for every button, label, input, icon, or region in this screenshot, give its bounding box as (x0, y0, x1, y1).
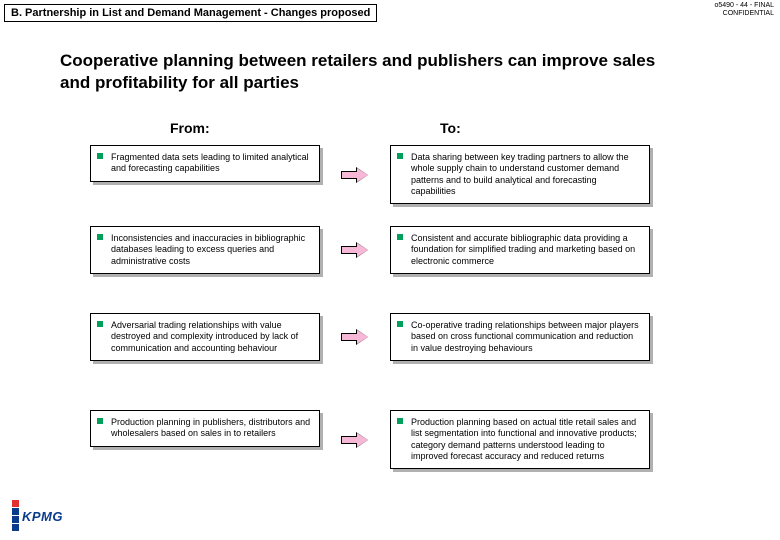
bullet-icon (97, 153, 103, 159)
to-box: Consistent and accurate bibliographic da… (390, 226, 650, 274)
comparison-row: Adversarial trading relationships with v… (90, 313, 720, 361)
kpmg-logo: KPMG (12, 500, 63, 532)
arrow-wrap (320, 433, 390, 447)
bullet-icon (397, 418, 403, 424)
from-box: Production planning in publishers, distr… (90, 410, 320, 447)
to-text: Co-operative trading relationships betwe… (411, 320, 639, 353)
from-text: Inconsistencies and inaccuracies in bibl… (111, 233, 305, 266)
arrow-wrap (320, 168, 390, 182)
doc-confidential: CONFIDENTIAL (714, 10, 774, 18)
column-header-to: To: (440, 120, 461, 136)
arrow-icon (341, 243, 369, 257)
doc-ref: o5490 - 44 - FINAL (714, 2, 774, 10)
comparison-row: Production planning in publishers, distr… (90, 410, 720, 469)
to-box: Production planning based on actual titl… (390, 410, 650, 469)
section-header: B. Partnership in List and Demand Manage… (4, 4, 377, 22)
from-text: Adversarial trading relationships with v… (111, 320, 298, 353)
to-text: Consistent and accurate bibliographic da… (411, 233, 635, 266)
comparison-row: Fragmented data sets leading to limited … (90, 145, 720, 204)
bullet-icon (397, 153, 403, 159)
logo-text: KPMG (22, 509, 63, 524)
bullet-icon (97, 234, 103, 240)
to-box: Data sharing between key trading partner… (390, 145, 650, 204)
arrow-icon (341, 330, 369, 344)
from-box: Fragmented data sets leading to limited … (90, 145, 320, 182)
from-box: Inconsistencies and inaccuracies in bibl… (90, 226, 320, 274)
to-box: Co-operative trading relationships betwe… (390, 313, 650, 361)
bullet-icon (397, 234, 403, 240)
from-box: Adversarial trading relationships with v… (90, 313, 320, 361)
to-text: Data sharing between key trading partner… (411, 152, 629, 196)
from-text: Fragmented data sets leading to limited … (111, 152, 309, 173)
bullet-icon (397, 321, 403, 327)
comparison-row: Inconsistencies and inaccuracies in bibl… (90, 226, 720, 274)
bullet-icon (97, 418, 103, 424)
page-title: Cooperative planning between retailers a… (60, 50, 660, 94)
arrow-wrap (320, 330, 390, 344)
column-header-from: From: (170, 120, 210, 136)
from-text: Production planning in publishers, distr… (111, 417, 310, 438)
arrow-icon (341, 433, 369, 447)
to-text: Production planning based on actual titl… (411, 417, 637, 461)
bullet-icon (97, 321, 103, 327)
arrow-icon (341, 168, 369, 182)
arrow-wrap (320, 243, 390, 257)
doc-metadata: o5490 - 44 - FINAL CONFIDENTIAL (714, 2, 774, 19)
logo-squares-icon (12, 500, 19, 532)
